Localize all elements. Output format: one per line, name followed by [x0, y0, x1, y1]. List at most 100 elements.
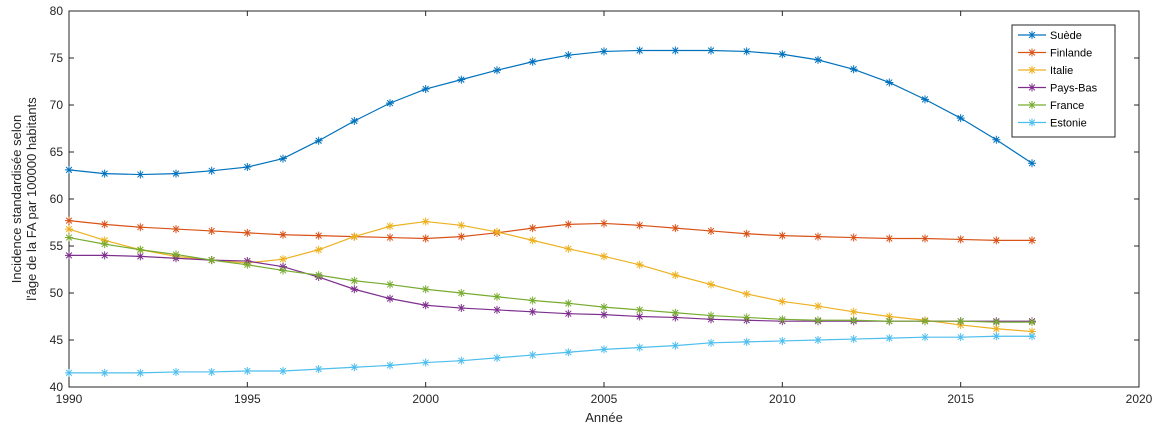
data-point — [671, 341, 680, 350]
plot-area — [68, 10, 1140, 388]
data-point — [885, 78, 894, 87]
data-point — [707, 338, 715, 347]
data-point — [635, 305, 644, 314]
data-point — [600, 345, 608, 354]
data-point — [956, 317, 965, 326]
data-point — [600, 219, 608, 228]
data-point — [956, 235, 965, 244]
y-axis-label-line-2: l'âge de la FA par 100000 habitants — [24, 97, 39, 301]
data-point — [814, 302, 822, 311]
data-point — [778, 336, 787, 345]
y-tick-label: 50 — [50, 286, 64, 300]
data-point — [457, 221, 466, 230]
data-point — [279, 230, 287, 239]
data-point — [350, 285, 359, 294]
data-point — [600, 310, 608, 319]
x-axis: 1990 1995 2000 2005 2010 2015 2020 — [56, 11, 1153, 406]
data-point — [279, 266, 287, 275]
data-point — [707, 226, 715, 235]
data-point — [885, 312, 894, 321]
data-point — [100, 368, 109, 377]
data-point — [992, 332, 1001, 341]
data-point — [493, 66, 501, 75]
data-point — [279, 367, 287, 376]
legend-label: Finlande — [1050, 48, 1092, 60]
y-tick-label: 60 — [50, 192, 64, 206]
data-point — [635, 260, 644, 269]
data-point — [814, 232, 822, 241]
data-point — [707, 280, 715, 289]
series-5 — [65, 332, 1036, 377]
data-point — [742, 289, 751, 298]
data-point — [528, 224, 537, 233]
data-point — [136, 368, 145, 377]
series-line — [69, 335, 1032, 374]
x-tick-label: 2010 — [769, 392, 796, 406]
data-point — [243, 367, 252, 376]
data-point — [350, 232, 359, 241]
data-point — [172, 250, 180, 259]
data-point — [992, 324, 1001, 333]
data-point — [921, 95, 929, 104]
series-line — [68, 236, 1032, 323]
data-point — [65, 225, 73, 234]
data-point — [992, 236, 1001, 245]
legend-label: Suède — [1050, 30, 1082, 42]
data-point — [457, 75, 466, 84]
data-point — [778, 50, 787, 59]
data-point — [457, 304, 466, 313]
x-tick-label: 2020 — [1126, 392, 1153, 406]
data-point — [849, 65, 858, 74]
data-point — [849, 307, 858, 316]
series-1 — [65, 216, 1036, 245]
legend-marker — [1028, 31, 1036, 39]
series-line — [68, 220, 1033, 333]
y-tick-label: 55 — [50, 239, 64, 253]
legend-marker — [1028, 66, 1036, 74]
data-point — [742, 229, 751, 238]
data-point — [314, 365, 323, 374]
x-tick-label: 2005 — [591, 392, 618, 406]
y-tick-label: 80 — [50, 4, 64, 18]
data-point — [207, 166, 216, 175]
data-point — [350, 276, 359, 285]
data-point — [243, 228, 252, 237]
data-point — [1028, 159, 1036, 168]
data-point — [172, 367, 180, 376]
legend-marker — [1028, 101, 1036, 109]
y-tick-label: 45 — [50, 333, 64, 347]
data-point — [814, 316, 822, 325]
data-point — [386, 222, 394, 231]
data-point — [421, 85, 430, 94]
data-point — [885, 334, 894, 343]
data-point — [564, 299, 573, 308]
data-point — [136, 245, 145, 254]
data-point — [885, 317, 894, 326]
y-tick-label: 40 — [50, 380, 64, 394]
data-point — [885, 234, 894, 243]
data-point — [600, 303, 608, 312]
data-point — [457, 356, 466, 365]
data-point — [136, 223, 145, 232]
data-point — [528, 236, 537, 245]
legend-entry: Estonie — [1018, 118, 1087, 130]
y-tick-label: 65 — [50, 145, 64, 159]
legend-marker — [1028, 48, 1036, 57]
data-point — [600, 252, 608, 261]
legend-box — [1011, 24, 1116, 138]
plot-background — [68, 10, 1140, 388]
data-point — [635, 46, 644, 55]
data-point — [778, 231, 787, 240]
data-point — [671, 224, 680, 233]
data-point — [65, 216, 73, 225]
data-point — [65, 251, 73, 260]
legend-label: Italie — [1050, 65, 1073, 77]
data-point — [100, 220, 109, 229]
legend-entry: Suède — [1018, 30, 1082, 42]
data-point — [172, 169, 180, 178]
series-4 — [65, 233, 1036, 327]
data-point — [1028, 236, 1036, 245]
data-point — [65, 368, 73, 377]
legend-entry: Finlande — [1018, 48, 1092, 60]
